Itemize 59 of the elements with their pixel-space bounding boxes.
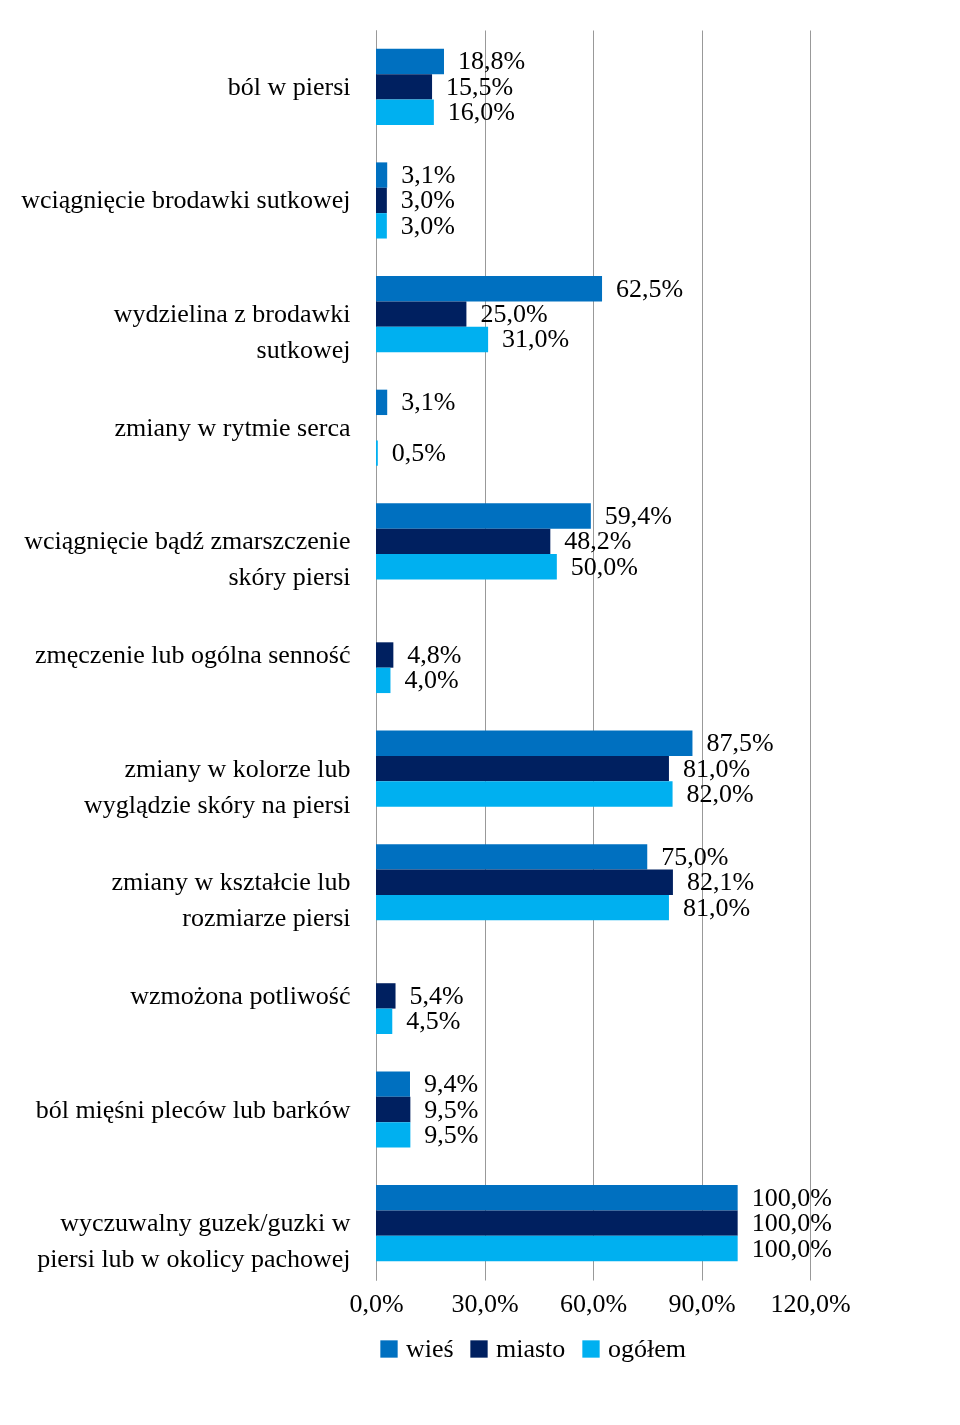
bar (376, 1185, 738, 1211)
bar (376, 642, 394, 668)
bar (376, 1008, 393, 1034)
bar (376, 554, 557, 580)
data-label: 62,5% (616, 273, 684, 303)
bar (376, 844, 648, 870)
data-label: 4,8% (407, 640, 462, 669)
data-label: 3,0% (400, 210, 456, 240)
bar (376, 301, 467, 327)
bar (376, 781, 673, 807)
legend-label: ogółem (608, 1334, 686, 1363)
data-label: 87,5% (706, 728, 774, 758)
bar (376, 48, 444, 75)
data-label: 9,4% (424, 1069, 479, 1099)
y-tick-label: wzmożona potliwość (130, 980, 351, 1010)
bar (376, 983, 396, 1009)
bar (376, 74, 433, 100)
bar (376, 528, 551, 555)
bar (376, 1122, 411, 1148)
bar (376, 755, 669, 782)
y-tick-label: wyczuwalny guzek/guzki w piersi lub w okolicy pachowej (37, 1208, 351, 1274)
data-label: 3,1% (401, 160, 456, 190)
data-label: 3,1% (401, 387, 456, 417)
y-tick-label: zmęczenie lub ogólna senność (35, 640, 351, 669)
y-tick-label: wciągnięcie bądź zmarszczenie skóry piersi (24, 526, 351, 592)
bar (376, 1210, 738, 1236)
bar (376, 894, 669, 921)
bar (376, 326, 489, 353)
bar (376, 99, 434, 125)
bar (376, 213, 387, 239)
y-tick-label: ból mięśni pleców lub barków (35, 1094, 351, 1124)
y-tick-label: ból w piersi (227, 71, 351, 101)
legend-label: miasto (496, 1334, 566, 1363)
y-tick-label: wciągnięcie brodawki sutkowej (21, 185, 351, 215)
x-tick-label: 30,0% (451, 1288, 519, 1318)
bar (376, 1096, 411, 1123)
x-tick-label: 0,0% (349, 1288, 404, 1318)
data-label: 0,5% (391, 438, 446, 468)
bar (376, 503, 591, 529)
legend-label: wieś (406, 1334, 454, 1363)
data-label: 25,0% (480, 299, 548, 329)
x-tick-label: 60,0% (559, 1288, 628, 1318)
y-tick-label: zmiany w kształcie lub rozmiarze piersi (111, 867, 351, 933)
y-tick-label: zmiany w rytmie serca (114, 412, 351, 442)
data-label: 75,0% (661, 841, 729, 871)
bar (376, 162, 388, 188)
bar (376, 1071, 410, 1097)
bar (376, 667, 391, 694)
x-tick-label: 120,0% (770, 1288, 851, 1318)
bar (376, 1235, 738, 1262)
bar (376, 730, 693, 756)
bar (376, 389, 388, 416)
y-tick-label: zmiany w kolorze lub wyglądzie skóry na piersi (84, 753, 351, 819)
bar (376, 276, 603, 302)
y-tick-label: wydzielina z brodawki sutkowej (113, 299, 351, 365)
bar (376, 869, 673, 895)
data-label: 5,4% (409, 980, 464, 1010)
x-tick-label: 90,0% (668, 1288, 736, 1318)
bar (376, 187, 387, 214)
